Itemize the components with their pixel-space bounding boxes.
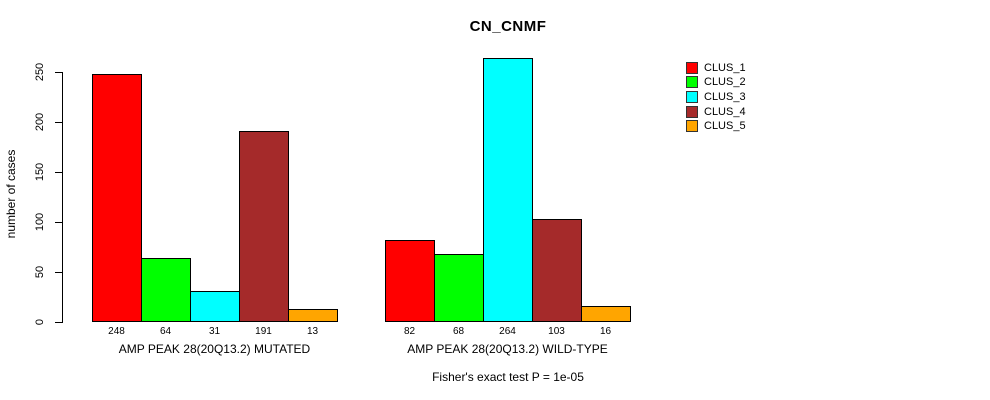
x-group-label-wildtype: AMP PEAK 28(20Q13.2) WILD-TYPE (407, 342, 608, 356)
bar-clus_4-group2 (532, 219, 582, 322)
bar-clus_2-group1 (141, 258, 191, 322)
legend-swatch-clus_1 (686, 61, 698, 74)
legend-item-clus_2: CLUS_2 (686, 76, 746, 89)
bar-clus_1-group1 (92, 74, 142, 322)
legend-label: CLUS_3 (704, 90, 746, 103)
x-group-label-mutated: AMP PEAK 28(20Q13.2) MUTATED (118, 342, 311, 356)
legend-swatch-clus_2 (686, 76, 698, 89)
bar-clus_4-group1 (239, 131, 289, 322)
bar-value-label: 248 (108, 326, 125, 337)
y-tick-mark (55, 72, 62, 73)
legend-item-clus_1: CLUS_1 (686, 61, 746, 74)
fisher-test-annotation: Fisher's exact test P = 1e-05 (432, 370, 584, 384)
y-axis-label: number of cases (4, 149, 18, 239)
bar-clus_3-group2 (483, 58, 533, 322)
bar-value-label: 68 (452, 326, 465, 337)
chart-title: CN_CNMF (469, 18, 547, 35)
y-tick-mark (55, 122, 62, 123)
legend-swatch-clus_3 (686, 90, 698, 103)
bar-value-label: 13 (306, 326, 319, 337)
bar-value-label: 191 (255, 326, 272, 337)
y-tick-mark (55, 322, 62, 323)
y-tick-mark (55, 222, 62, 223)
bar-clus_5-group1 (288, 309, 338, 322)
legend-swatch-clus_5 (686, 120, 698, 133)
legend-label: CLUS_2 (704, 76, 746, 89)
bar-clus_5-group2 (581, 306, 631, 322)
legend-item-clus_5: CLUS_5 (686, 120, 746, 133)
bar-value-label: 16 (599, 326, 612, 337)
legend-label: CLUS_5 (704, 120, 746, 133)
y-tick-mark (55, 172, 62, 173)
y-tick-mark (55, 272, 62, 273)
y-tick-label: 50 (34, 265, 46, 279)
y-tick-label: 150 (34, 162, 46, 182)
legend-item-clus_3: CLUS_3 (686, 90, 746, 103)
y-tick-label: 0 (34, 318, 46, 326)
bar-value-label: 264 (499, 326, 516, 337)
legend-item-clus_4: CLUS_4 (686, 105, 746, 118)
bar-clus_2-group2 (434, 254, 484, 322)
bar-clus_1-group2 (385, 240, 435, 322)
bar-clus_3-group1 (190, 291, 240, 322)
y-axis-line (62, 72, 63, 323)
y-tick-label: 250 (34, 62, 46, 82)
bar-value-label: 82 (403, 326, 416, 337)
legend-label: CLUS_1 (704, 61, 746, 74)
y-tick-label: 100 (34, 212, 46, 232)
legend-label: CLUS_4 (704, 105, 746, 118)
bar-value-label: 64 (159, 326, 172, 337)
bar-value-label: 31 (208, 326, 221, 337)
legend-swatch-clus_4 (686, 105, 698, 118)
bar-value-label: 103 (548, 326, 565, 337)
y-tick-label: 200 (34, 112, 46, 132)
